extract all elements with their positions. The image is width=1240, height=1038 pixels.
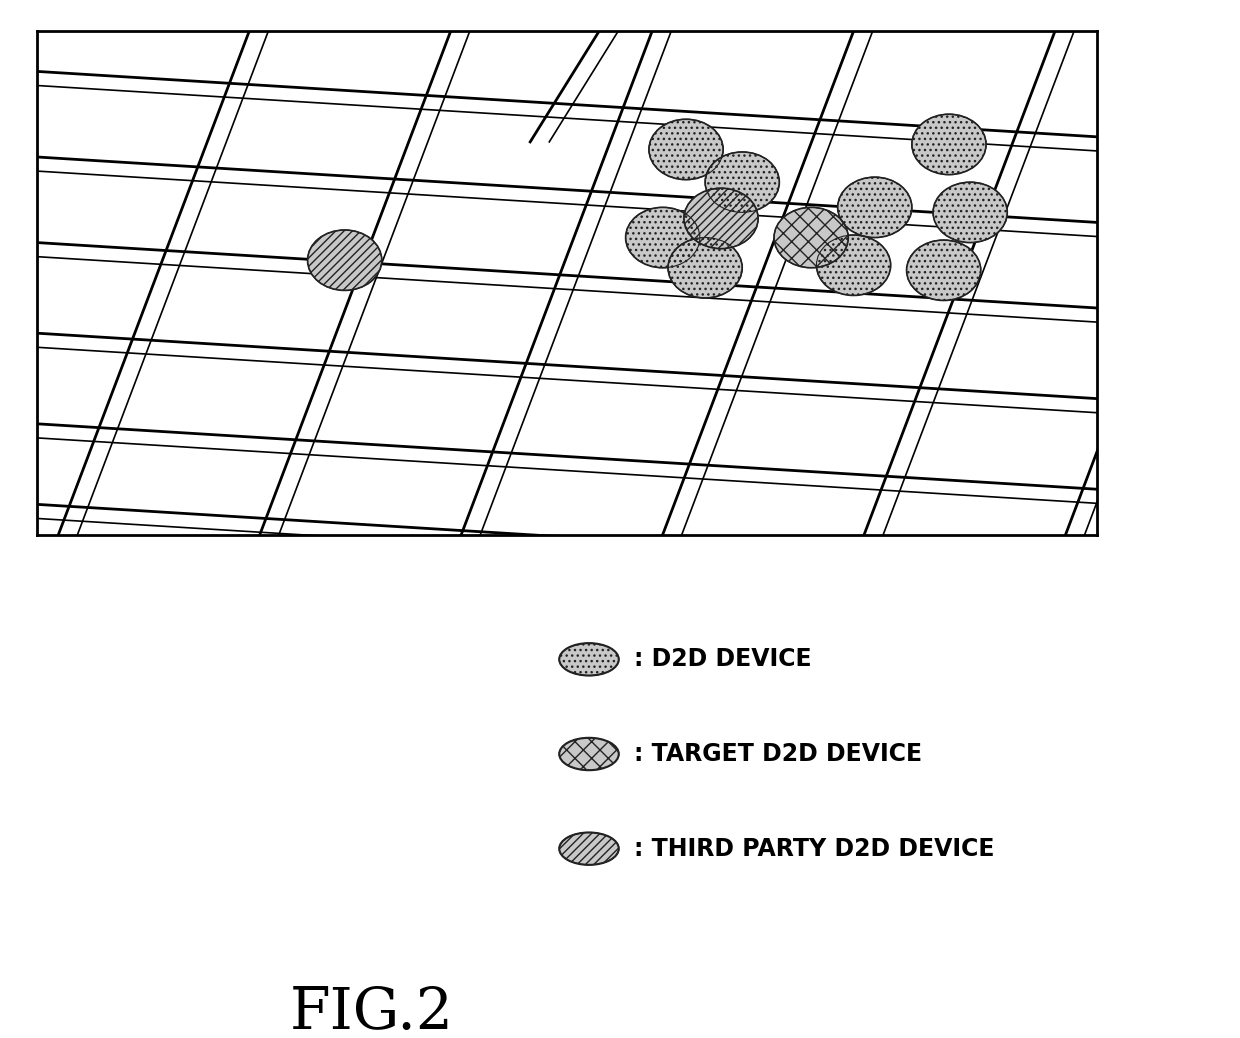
Ellipse shape bbox=[911, 114, 986, 174]
Ellipse shape bbox=[932, 183, 1007, 243]
Ellipse shape bbox=[684, 188, 758, 249]
Ellipse shape bbox=[559, 832, 619, 865]
Text: : TARGET D2D DEVICE: : TARGET D2D DEVICE bbox=[634, 742, 921, 766]
Ellipse shape bbox=[774, 208, 848, 268]
Ellipse shape bbox=[668, 238, 743, 298]
Ellipse shape bbox=[906, 240, 981, 300]
Text: : D2D DEVICE: : D2D DEVICE bbox=[634, 648, 811, 672]
Ellipse shape bbox=[559, 644, 619, 676]
Ellipse shape bbox=[626, 208, 699, 268]
Ellipse shape bbox=[308, 230, 382, 291]
Text: : THIRD PARTY D2D DEVICE: : THIRD PARTY D2D DEVICE bbox=[634, 837, 994, 861]
Text: FIG.2: FIG.2 bbox=[290, 985, 454, 1038]
Ellipse shape bbox=[816, 235, 890, 296]
Ellipse shape bbox=[649, 119, 723, 180]
Ellipse shape bbox=[706, 152, 780, 213]
Ellipse shape bbox=[559, 738, 619, 770]
Ellipse shape bbox=[838, 177, 911, 238]
